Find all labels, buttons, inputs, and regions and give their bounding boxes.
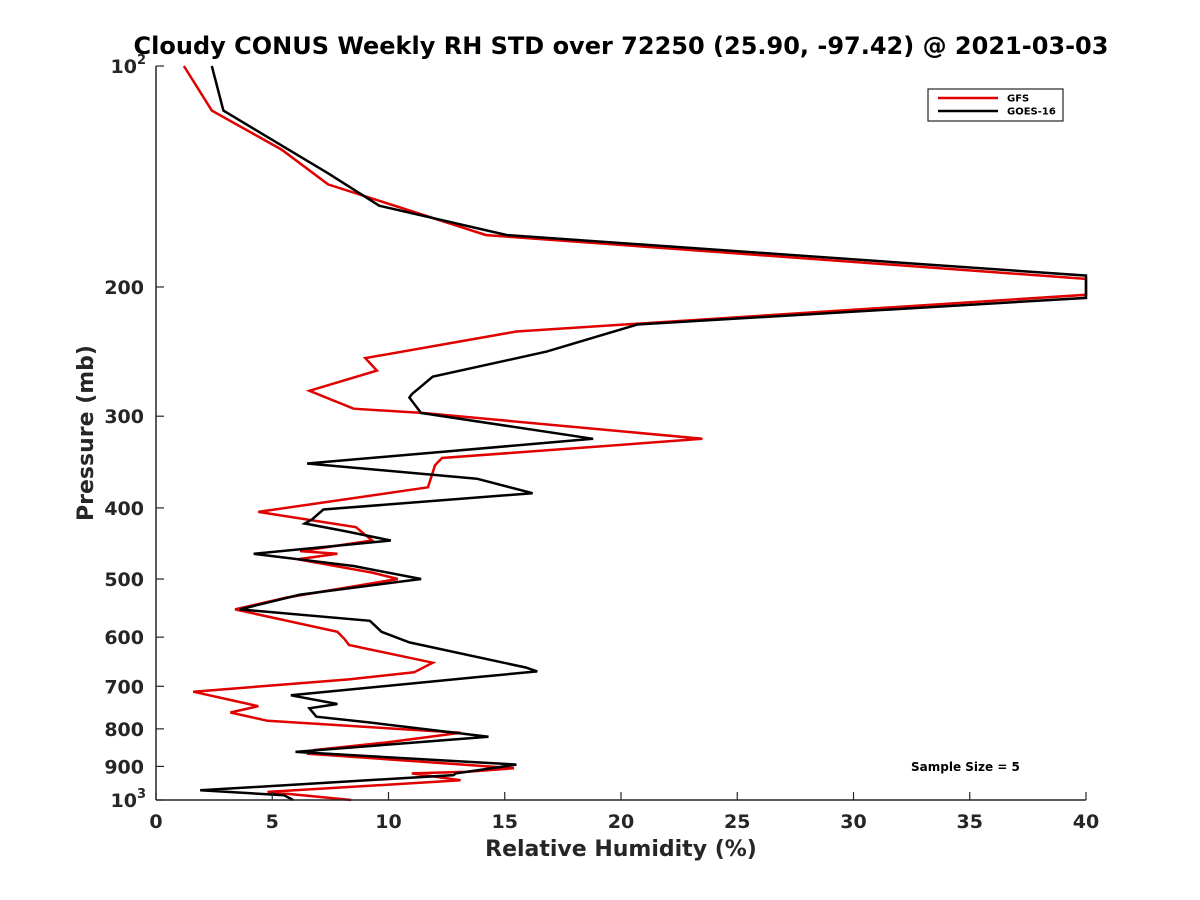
x-tick-label: 40 xyxy=(1073,811,1099,833)
x-tick-label: 30 xyxy=(840,811,866,833)
y-axis-label: Pressure (mb) xyxy=(74,345,99,521)
sample-size-annotation: Sample Size = 5 xyxy=(911,760,1020,774)
legend-label-gfs: GFS xyxy=(1007,94,1029,105)
y-tick-label: 400 xyxy=(104,498,144,520)
legend: GFS GOES-16 xyxy=(927,88,1064,122)
y-tick-label: 800 xyxy=(104,719,144,741)
series-line-goes16 xyxy=(200,65,1088,802)
legend-label-goes16: GOES-16 xyxy=(1007,107,1056,118)
x-ticks: 0 5 10 15 20 25 30 35 40 xyxy=(149,792,1099,833)
y-tick-label: 700 xyxy=(104,676,144,698)
y-tick-label: 102 xyxy=(111,53,147,78)
y-ticks: 102 200 300 400 500 600 700 800 900 103 xyxy=(104,53,164,812)
y-tick-label: 103 xyxy=(111,787,147,812)
chart-title: Cloudy CONUS Weekly RH STD over 72250 (2… xyxy=(134,32,1109,60)
series-line-gfs xyxy=(182,65,1088,802)
y-tick-label: 600 xyxy=(104,627,144,649)
legend-box xyxy=(927,88,1064,122)
plot-area xyxy=(182,65,1088,802)
y-tick-label: 300 xyxy=(104,406,144,428)
y-tick-label: 200 xyxy=(104,277,144,299)
x-tick-label: 15 xyxy=(492,811,518,833)
y-tick-label: 500 xyxy=(104,569,144,591)
x-axis-label: Relative Humidity (%) xyxy=(485,837,757,862)
x-tick-label: 5 xyxy=(266,811,279,833)
x-tick-label: 20 xyxy=(608,811,634,833)
y-tick-label: 900 xyxy=(104,756,144,778)
x-tick-label: 0 xyxy=(149,811,162,833)
x-tick-label: 35 xyxy=(957,811,983,833)
x-tick-label: 10 xyxy=(375,811,401,833)
x-tick-label: 25 xyxy=(724,811,750,833)
